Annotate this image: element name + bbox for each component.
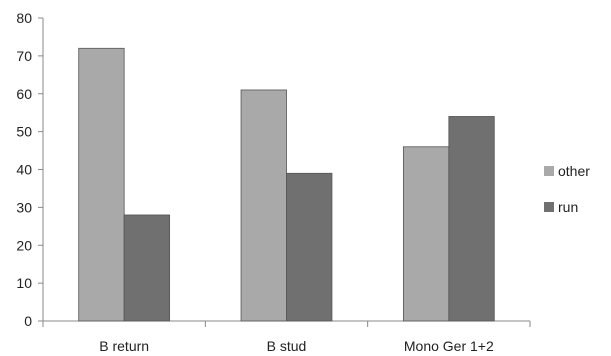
bar-other-1 xyxy=(78,47,125,322)
y-tick-label: 40 xyxy=(16,162,32,178)
legend-label-other: other xyxy=(558,163,590,179)
x-category-label: B return xyxy=(99,338,149,354)
x-category-label: Mono Ger 1+2 xyxy=(404,338,494,354)
legend: other run xyxy=(544,163,590,215)
x-category-label: B stud xyxy=(267,338,307,354)
y-tick-label: 70 xyxy=(16,48,32,64)
bar-other-2 xyxy=(240,89,287,322)
y-tick-label: 50 xyxy=(16,124,32,140)
y-tick-label: 60 xyxy=(16,86,32,102)
y-axis: 0 10 20 30 40 50 60 70 80 xyxy=(16,10,44,329)
bar-other-3 xyxy=(402,146,450,322)
bar-run-3 xyxy=(448,116,495,322)
bar-run-1 xyxy=(123,214,171,322)
legend-label-run: run xyxy=(558,199,578,215)
y-tick-label: 20 xyxy=(16,237,32,253)
legend-swatch-run xyxy=(544,202,554,212)
y-tick-label: 30 xyxy=(16,199,32,215)
x-axis: B return B stud Mono Ger 1+2 xyxy=(42,320,531,354)
y-tick-label: 80 xyxy=(16,10,32,26)
bar-run-2 xyxy=(286,172,333,322)
y-tick-label: 10 xyxy=(16,275,32,291)
legend-swatch-other xyxy=(544,166,554,176)
bars xyxy=(78,47,495,322)
y-tick-label: 0 xyxy=(24,313,32,329)
